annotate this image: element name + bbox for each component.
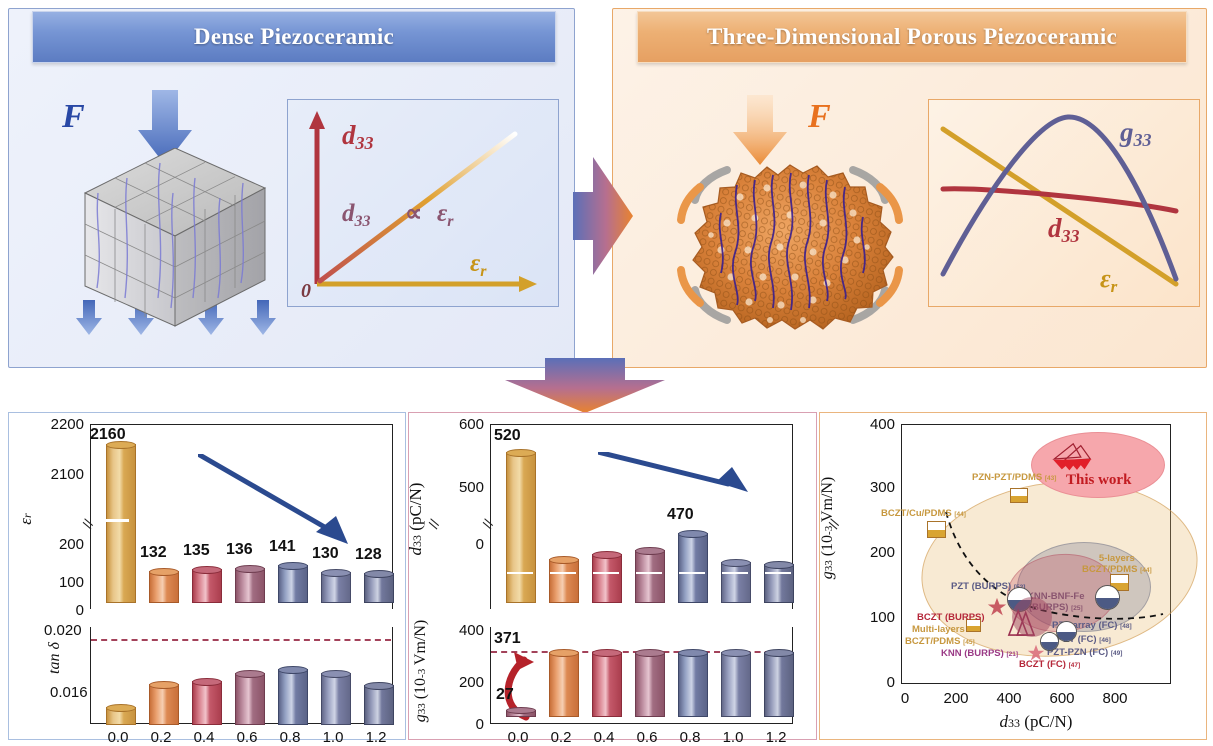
svg-text:d33: d33: [342, 200, 371, 230]
svg-text:εr: εr: [437, 200, 454, 230]
svg-text:∝: ∝: [405, 201, 422, 227]
svg-text:0: 0: [301, 280, 311, 302]
svg-text:εr: εr: [1100, 264, 1118, 296]
svg-text:g33: g33: [1119, 117, 1152, 150]
svg-text:d33: d33: [342, 120, 374, 153]
svg-text:εr: εr: [470, 250, 487, 280]
